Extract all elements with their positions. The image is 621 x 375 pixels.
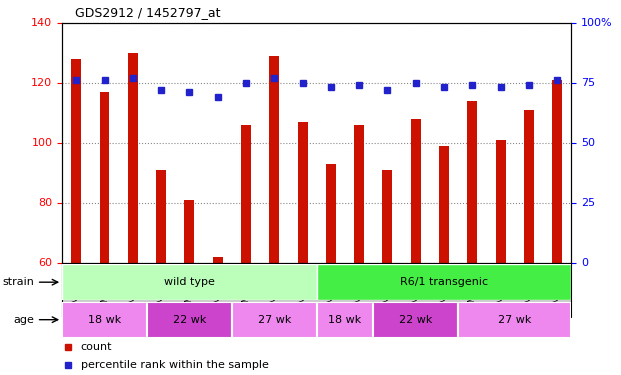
Text: 22 wk: 22 wk bbox=[173, 315, 206, 325]
Bar bbox=[468, 100, 478, 262]
Text: 27 wk: 27 wk bbox=[498, 315, 532, 325]
Bar bbox=[147, 302, 232, 338]
Bar bbox=[62, 264, 317, 300]
Bar bbox=[99, 92, 109, 262]
Bar bbox=[458, 302, 571, 338]
Bar bbox=[184, 200, 194, 262]
Bar bbox=[232, 302, 317, 338]
Bar bbox=[410, 118, 420, 262]
Bar bbox=[213, 256, 223, 262]
Bar bbox=[326, 164, 336, 262]
Text: wild type: wild type bbox=[164, 277, 215, 287]
Bar bbox=[373, 302, 458, 338]
Text: GDS2912 / 1452797_at: GDS2912 / 1452797_at bbox=[75, 6, 220, 19]
Bar bbox=[128, 53, 138, 262]
Bar bbox=[383, 170, 392, 262]
Text: age: age bbox=[13, 315, 34, 325]
Bar bbox=[241, 124, 251, 262]
Bar bbox=[270, 56, 279, 262]
Bar bbox=[71, 58, 81, 262]
Bar bbox=[317, 264, 571, 300]
Bar bbox=[524, 110, 534, 262]
Text: count: count bbox=[81, 342, 112, 352]
Bar bbox=[62, 302, 147, 338]
Text: strain: strain bbox=[2, 277, 34, 287]
Text: 18 wk: 18 wk bbox=[329, 315, 361, 325]
Text: 18 wk: 18 wk bbox=[88, 315, 121, 325]
Text: percentile rank within the sample: percentile rank within the sample bbox=[81, 360, 269, 370]
Bar bbox=[496, 140, 505, 262]
Bar bbox=[317, 302, 373, 338]
Bar bbox=[552, 80, 562, 262]
Bar bbox=[156, 170, 166, 262]
Bar bbox=[297, 122, 307, 262]
Bar bbox=[439, 146, 449, 262]
Bar bbox=[354, 124, 364, 262]
Text: R6/1 transgenic: R6/1 transgenic bbox=[400, 277, 488, 287]
Text: 27 wk: 27 wk bbox=[258, 315, 291, 325]
Text: 22 wk: 22 wk bbox=[399, 315, 432, 325]
